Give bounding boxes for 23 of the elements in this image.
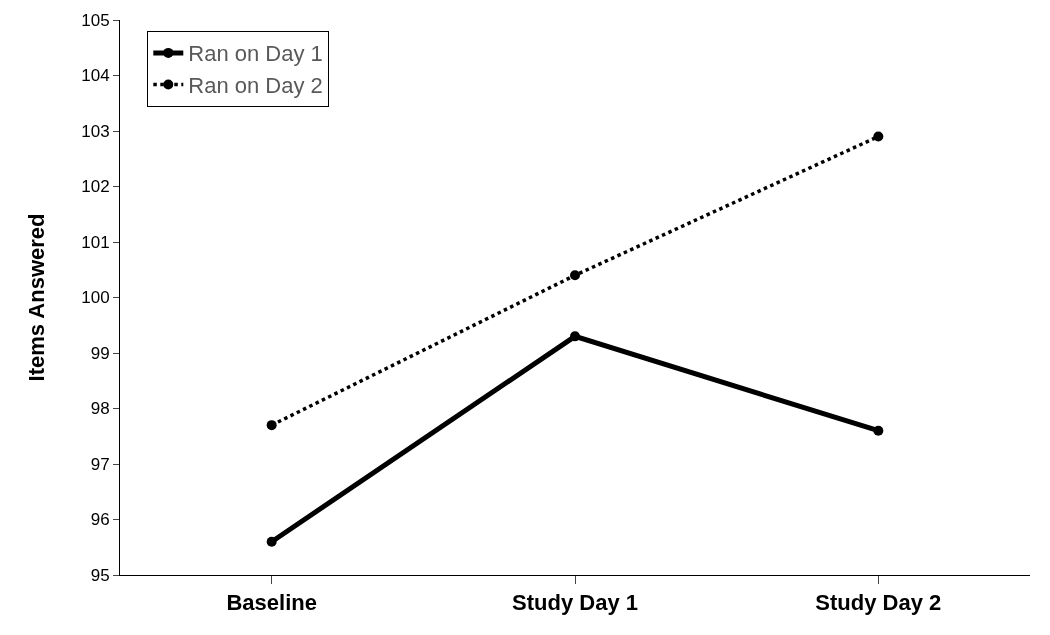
legend-label: Ran on Day 1 <box>188 41 323 67</box>
legend-label: Ran on Day 2 <box>188 73 323 99</box>
x-tick-label: Study Day 1 <box>512 590 638 616</box>
y-tick-label: 105 <box>81 10 110 30</box>
y-tick-label: 95 <box>90 565 110 585</box>
y-tick-label: 103 <box>81 121 110 141</box>
point <box>266 420 277 431</box>
y-axis-title: Items Answered <box>24 213 50 382</box>
point <box>873 131 884 142</box>
y-tick-label: 99 <box>90 343 110 363</box>
point <box>570 331 580 342</box>
y-tick-label: 101 <box>81 232 110 252</box>
y-tick-label: 100 <box>81 288 110 308</box>
point <box>873 425 884 436</box>
point <box>266 536 277 547</box>
y-tick-label: 104 <box>81 66 110 86</box>
y-tick-label: 98 <box>90 399 110 419</box>
x-tick-label: Study Day 2 <box>815 590 942 616</box>
y-tick-label: 96 <box>90 510 110 530</box>
point <box>570 270 580 281</box>
x-tick-label: Baseline <box>226 590 317 616</box>
y-tick-label: 97 <box>90 454 110 474</box>
y-tick-label: 102 <box>81 177 110 197</box>
